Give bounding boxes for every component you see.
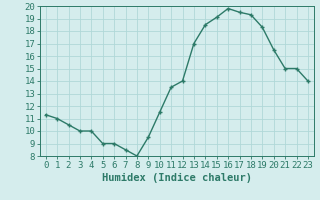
X-axis label: Humidex (Indice chaleur): Humidex (Indice chaleur) xyxy=(102,173,252,183)
